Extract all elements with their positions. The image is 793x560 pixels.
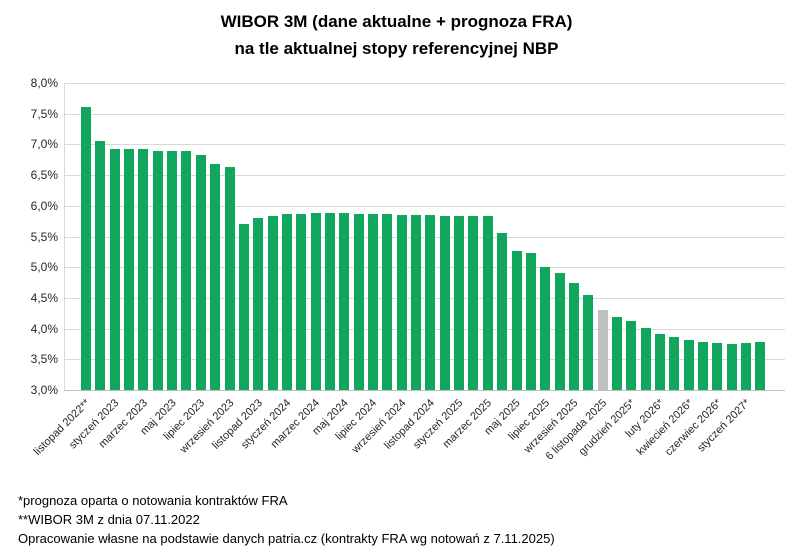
- bar-wibor-3m: [511, 250, 522, 390]
- bar-wibor-3m: [712, 343, 723, 390]
- bar-wibor-3m: [497, 233, 508, 390]
- bar-wibor-3m: [669, 336, 680, 390]
- bar-wibor-3m: [368, 214, 378, 390]
- y-axis-label: 5,5%: [30, 229, 58, 244]
- bar-wibor-3m: [626, 321, 637, 390]
- bar-wibor-3m: [741, 342, 752, 390]
- chart-footnotes: *prognoza oparta o notowania kontraktów …: [18, 491, 555, 548]
- bar-wibor-3m: [210, 164, 221, 390]
- gridline: [64, 175, 785, 177]
- bar-wibor-3m: [181, 150, 192, 390]
- bar-wibor-3m: [425, 215, 436, 390]
- bar-wibor-3m: [281, 213, 292, 390]
- bar-wibor-3m: [167, 150, 178, 390]
- gridline: [64, 328, 785, 330]
- bar-nbp-reference-rate: [597, 310, 608, 390]
- bar-wibor-3m: [310, 213, 321, 390]
- bar-wibor-3m: [640, 327, 651, 390]
- y-axis-label: 3,0%: [30, 383, 58, 397]
- footnote-fra: *prognoza oparta o notowania kontraktów …: [18, 493, 288, 508]
- bar-wibor-3m: [726, 343, 737, 390]
- y-axis-label: 6,5%: [30, 168, 58, 183]
- bar-wibor-3m: [755, 342, 766, 390]
- gridline: [64, 297, 785, 299]
- gridline: [64, 236, 785, 238]
- bar-wibor-3m: [540, 266, 551, 390]
- gridline: [64, 390, 785, 391]
- footnote-wibor-date: **WIBOR 3M z dnia 07.11.2022: [18, 512, 200, 527]
- y-axis-label: 4,5%: [30, 290, 58, 305]
- bar-wibor-3m: [468, 215, 479, 390]
- y-axis-label: 7,5%: [30, 106, 58, 121]
- y-axis-label: 6,0%: [30, 198, 58, 213]
- gridline: [64, 205, 785, 207]
- bar-wibor-3m: [411, 215, 422, 390]
- bar-wibor-3m: [124, 148, 135, 390]
- bar-wibor-3m: [439, 215, 450, 390]
- bar-wibor-3m: [611, 316, 622, 390]
- gridline: [64, 359, 785, 361]
- gridline: [64, 113, 785, 115]
- y-axis-label: 5,0%: [30, 260, 58, 275]
- footnote-source: Opracowanie własne na podstawie danych p…: [18, 531, 555, 546]
- bar-wibor-3m: [224, 167, 235, 390]
- chart-title-line2: na tle aktualnej stopy referencyjnej NBP: [234, 39, 559, 58]
- bar-wibor-3m: [454, 215, 465, 390]
- bar-wibor-3m: [95, 140, 106, 390]
- bar-wibor-3m: [267, 216, 278, 390]
- bar-wibor-3m: [554, 273, 565, 390]
- y-axis-label: 8,0%: [30, 76, 58, 90]
- bar-wibor-3m: [152, 150, 163, 390]
- bar-wibor-3m: [683, 339, 694, 390]
- y-axis-label: 3,5%: [30, 352, 58, 367]
- gridline: [64, 83, 785, 84]
- bar-wibor-3m: [238, 224, 249, 390]
- bar-wibor-3m: [81, 106, 91, 390]
- bar-wibor-3m: [525, 253, 536, 390]
- bar-wibor-3m: [296, 213, 307, 390]
- y-axis-line: [64, 83, 65, 390]
- bar-wibor-3m: [583, 294, 594, 390]
- bar-wibor-3m: [482, 215, 493, 390]
- bar-wibor-3m: [324, 213, 335, 390]
- gridline: [64, 267, 785, 269]
- y-axis-label: 4,0%: [30, 321, 58, 336]
- chart-title-line1: WIBOR 3M (dane aktualne + prognoza FRA): [220, 12, 573, 31]
- gridline: [64, 144, 785, 146]
- bar-wibor-3m: [568, 283, 579, 390]
- bar-wibor-3m: [339, 213, 350, 390]
- bar-wibor-3m: [353, 213, 364, 390]
- bar-wibor-3m: [138, 148, 149, 390]
- y-axis-label: 7,0%: [30, 137, 58, 152]
- bar-wibor-3m: [253, 218, 264, 390]
- bar-wibor-3m: [698, 342, 709, 390]
- chart-title: WIBOR 3M (dane aktualne + prognoza FRA) …: [0, 8, 793, 62]
- bar-wibor-3m: [382, 214, 393, 390]
- bar-wibor-3m: [195, 154, 206, 390]
- bar-wibor-3m: [396, 215, 407, 390]
- bar-wibor-3m: [109, 148, 120, 390]
- bar-wibor-3m: [655, 333, 665, 390]
